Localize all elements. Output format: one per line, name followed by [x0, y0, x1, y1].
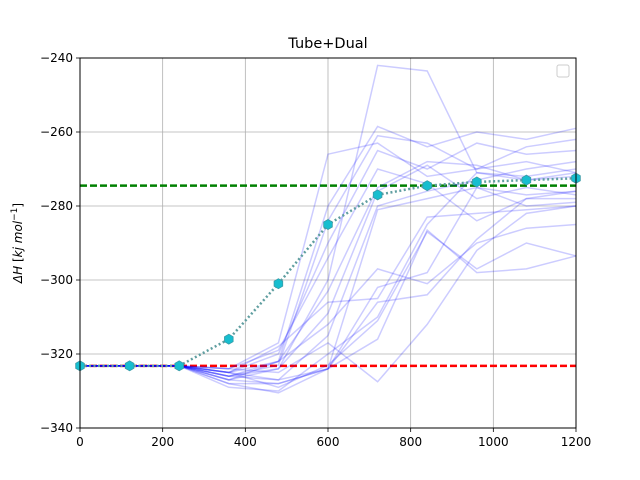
x-tick-label: 800	[399, 435, 422, 449]
y-axis: −340 −320 −300 −280 −260 −240	[40, 51, 80, 435]
mean-marker	[372, 189, 383, 201]
x-tick-label: 600	[317, 435, 340, 449]
y-tick-label: −320	[40, 347, 73, 361]
mean-marker	[521, 174, 532, 186]
x-tick-label: 0	[76, 435, 84, 449]
y-axis-label-delta-h: ΔH	[11, 266, 25, 284]
mean-marker	[224, 333, 234, 345]
chart-title: Tube+Dual	[287, 36, 367, 52]
x-tick-label: 400	[234, 435, 257, 449]
legend-box	[556, 64, 570, 78]
y-axis-label-close: ]	[11, 203, 25, 208]
x-tick-label: 1000	[478, 435, 509, 449]
mean-marker	[273, 278, 284, 290]
y-tick-label: −300	[40, 273, 73, 287]
mean-marker	[124, 360, 135, 372]
y-tick-label: −240	[40, 51, 73, 65]
mean-marker	[422, 180, 432, 192]
y-axis-label-exponent: −1	[10, 208, 20, 221]
mean-marker	[323, 219, 333, 230]
x-tick-label: 200	[151, 435, 174, 449]
y-axis-label-unit: kj mol	[11, 220, 25, 257]
y-tick-label: −340	[40, 421, 73, 435]
mean-marker	[472, 176, 482, 188]
x-tick-label: 1200	[561, 435, 592, 449]
mean-series	[75, 172, 581, 372]
mean-marker	[174, 360, 184, 372]
y-tick-label: −280	[40, 199, 73, 213]
x-axis: 0 200 400 600 800 1000 1200	[76, 428, 591, 449]
y-axis-label: ΔH [kj mol−1]	[10, 203, 25, 284]
y-tick-label: −260	[40, 125, 73, 139]
y-axis-label-open: [	[11, 257, 25, 266]
